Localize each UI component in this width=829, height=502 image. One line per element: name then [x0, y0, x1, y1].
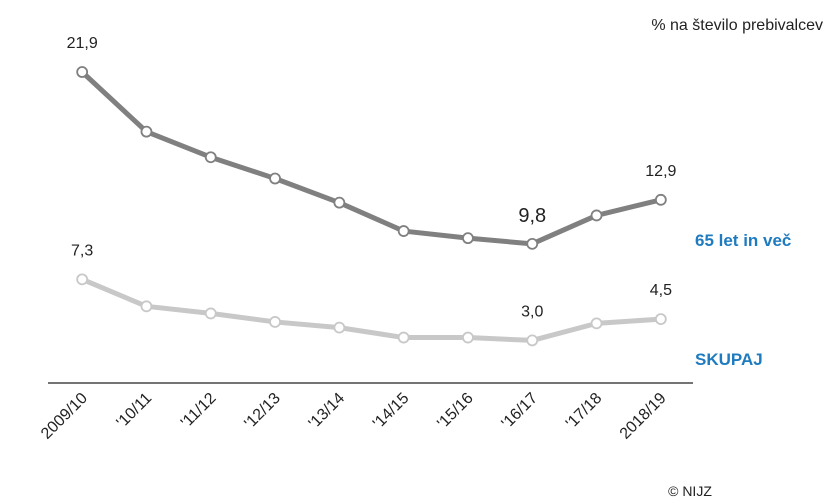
x-tick-label: 2009/10: [38, 390, 91, 443]
point: [269, 316, 281, 328]
x-tick-label: '12/13: [241, 390, 284, 433]
point: [269, 172, 281, 185]
x-tick-label: '16/17: [499, 390, 542, 433]
point: [526, 334, 539, 347]
point: [76, 273, 89, 286]
point: [462, 331, 474, 344]
x-tick-label: '11/12: [178, 390, 220, 432]
x-tick-label: '14/15: [370, 390, 413, 433]
x-tick-label: '13/14: [306, 390, 349, 433]
x-tick-label: '17/18: [563, 390, 606, 433]
point: [397, 225, 410, 237]
legend-label: 65 let in več: [695, 231, 791, 250]
x-tick-label: '15/16: [434, 390, 477, 433]
x-tick-label: 2018/19: [617, 390, 670, 443]
series-line: [81, 277, 662, 343]
point: [590, 317, 603, 330]
point: [140, 125, 153, 138]
point: [140, 300, 153, 313]
point: [333, 196, 346, 209]
data-label: 3,0: [521, 303, 543, 320]
chart-subtitle: % na število prebivalcev: [651, 17, 823, 34]
point: [590, 209, 603, 222]
series-line: [80, 70, 662, 247]
credit: © NIJZ: [668, 483, 712, 499]
point: [204, 307, 217, 320]
x-tick-label: '10/11: [114, 390, 156, 432]
data-label: 12,9: [645, 163, 676, 180]
point: [654, 193, 667, 206]
data-label: 4,5: [650, 282, 672, 299]
point: [204, 151, 217, 164]
point: [654, 313, 667, 326]
data-label: 9,8: [518, 205, 546, 227]
point: [397, 331, 410, 344]
data-label: 21,9: [67, 35, 98, 52]
data-label: 7,3: [71, 242, 93, 259]
point: [76, 66, 89, 78]
legend-label: SKUPAJ: [695, 350, 763, 369]
point: [526, 237, 539, 250]
point: [333, 321, 346, 334]
point: [462, 232, 474, 245]
